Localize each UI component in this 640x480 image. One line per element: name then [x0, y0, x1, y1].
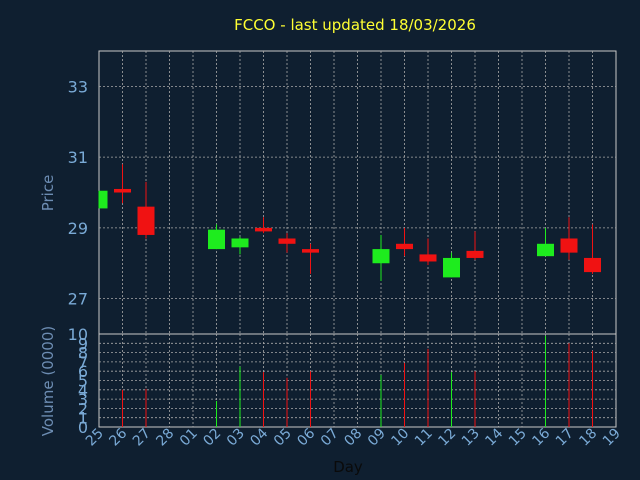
candle-body	[208, 229, 225, 250]
x-tick-label: 19	[600, 426, 624, 450]
price-tick-label: 33	[68, 77, 88, 96]
x-tick-label: 05	[271, 426, 295, 450]
price-tick-label: 31	[68, 148, 88, 167]
candle-body	[466, 250, 484, 258]
candle-body	[419, 254, 437, 262]
x-tick-label: 28	[153, 426, 177, 450]
candle-body	[302, 249, 319, 253]
candle-body	[372, 249, 390, 264]
x-tick-label: 12	[435, 426, 459, 450]
volume-tick-label: 1	[78, 409, 88, 428]
chart-title: FCCO - last updated 18/03/2026	[234, 16, 476, 34]
volume-tick-label: 8	[78, 344, 88, 363]
candle-body	[114, 188, 131, 193]
x-tick-label: 03	[224, 426, 248, 450]
x-tick-label: 26	[106, 425, 130, 449]
candle-body	[443, 257, 460, 278]
x-tick-label: 02	[200, 426, 224, 450]
x-tick-label: 01	[177, 426, 201, 450]
x-tick-label: 15	[506, 426, 530, 450]
x-tick-label: 13	[459, 426, 483, 450]
candle-body	[396, 243, 413, 250]
x-axis-label: Day	[333, 458, 363, 476]
price-tick-label: 29	[68, 219, 88, 238]
volume-tick-label: 7	[78, 353, 88, 372]
candle-body	[137, 206, 155, 235]
volume-tick-label: 5	[78, 372, 88, 391]
x-tick-label: 14	[482, 425, 506, 449]
x-tick-label: 06	[294, 425, 318, 449]
volume-tick-label: 0	[78, 418, 88, 437]
volume-tick-label: 2	[78, 399, 88, 418]
candle-body	[231, 238, 249, 248]
candle-body	[560, 238, 578, 253]
x-tick-label: 04	[247, 425, 271, 449]
price-panel: 27 29 31 33	[68, 50, 617, 335]
x-tick-label: 08	[341, 426, 365, 450]
price-tick-label: 27	[68, 290, 88, 309]
volume-tick-label: 3	[78, 390, 88, 409]
x-tick-label: 16	[529, 425, 553, 449]
candle-body	[255, 227, 272, 232]
x-tick-label: 10	[388, 426, 412, 450]
volume-axis-label: Volume (0000)	[39, 326, 57, 436]
candle-body	[537, 243, 554, 257]
candle-body	[99, 190, 108, 209]
x-tick-label: 27	[130, 426, 154, 450]
x-tick-label: 11	[412, 426, 436, 450]
candle-body	[584, 257, 601, 273]
volume-tick-label: 6	[78, 362, 88, 381]
x-tick-label: 09	[365, 426, 389, 450]
x-tick-label: 07	[318, 426, 342, 450]
x-axis-ticks: 25 26 27 28 01 02 03 04 05 06 07 08 09 10 11 12 13 14 15 16…	[83, 425, 624, 449]
volume-tick-label: 4	[78, 381, 88, 400]
candle-body	[278, 238, 296, 244]
x-tick-label: 17	[553, 426, 577, 450]
volume-tick-label: 9	[78, 334, 88, 353]
x-tick-label: 18	[576, 426, 600, 450]
price-axis-label: Price	[39, 175, 57, 212]
volume-tick-label: 10	[68, 325, 88, 344]
